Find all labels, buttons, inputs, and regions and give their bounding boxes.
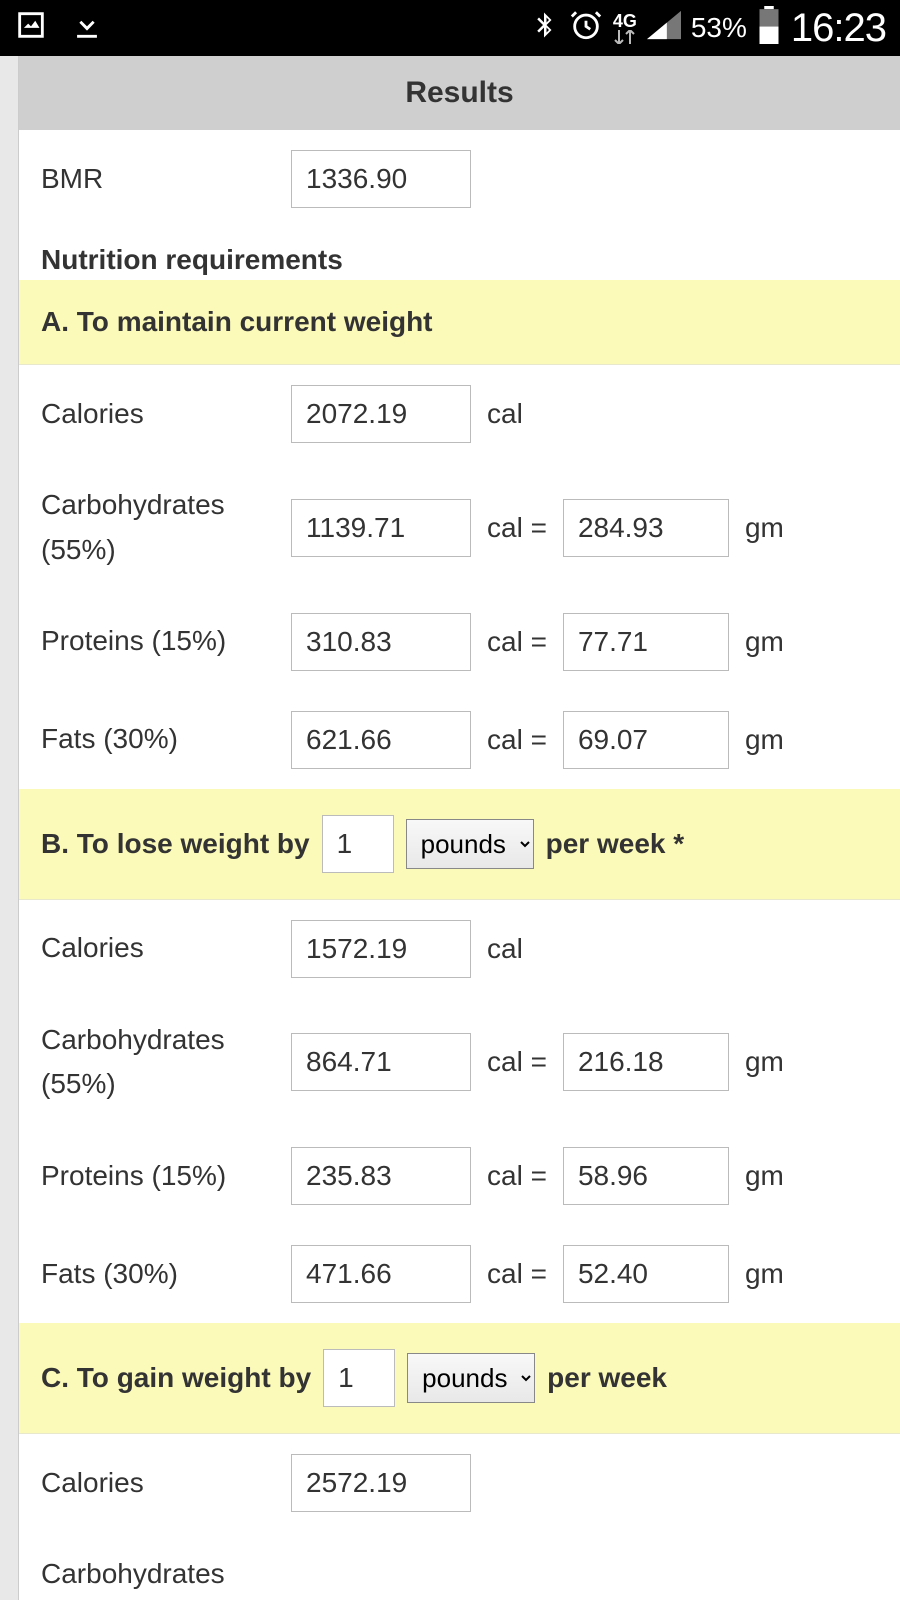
b-calories-row: Calories cal [41,900,900,998]
cal-eq-unit: cal = [481,626,553,658]
a-fats-label: Fats (30%) [41,717,281,762]
section-c-title: C. To gain weight by [41,1362,311,1394]
per-week-label: per week [547,1362,667,1394]
b-carbs-gm-input[interactable] [563,1033,729,1091]
a-fats-gm-input[interactable] [563,711,729,769]
a-carbs-row: Carbohydrates (55%) cal = gm [41,463,900,593]
a-fats-row: Fats (30%) cal = gm [41,691,900,789]
bmr-value-input[interactable] [291,150,471,208]
c-calories-row: Calories [41,1434,900,1532]
b-amount-input[interactable] [322,815,394,873]
b-proteins-gm-input[interactable] [563,1147,729,1205]
a-proteins-gm-input[interactable] [563,613,729,671]
a-proteins-cal-input[interactable] [291,613,471,671]
b-carbs-cal-input[interactable] [291,1033,471,1091]
a-carbs-gm-input[interactable] [563,499,729,557]
per-week-star-label: per week * [546,828,685,860]
b-fats-gm-input[interactable] [563,1245,729,1303]
bmr-label: BMR [41,157,281,202]
gm-unit: gm [739,626,790,658]
cal-unit: cal [481,933,529,965]
cal-eq-unit: cal = [481,724,553,756]
a-calories-row: Calories cal [41,365,900,463]
c-calories-label: Calories [41,1461,281,1506]
b-carbs-label: Carbohydrates (55%) [41,1018,281,1108]
clock-time: 16:23 [791,6,886,51]
status-right-icons: 4G 53% 16:23 [529,6,886,51]
a-carbs-cal-input[interactable] [291,499,471,557]
b-proteins-row: Proteins (15%) cal = gm [41,1127,900,1225]
signal-icon [647,10,681,47]
b-carbs-row: Carbohydrates (55%) cal = gm [41,998,900,1128]
section-c-bar: C. To gain weight by pounds per week [19,1323,900,1434]
gm-unit: gm [739,724,790,756]
b-fats-row: Fats (30%) cal = gm [41,1225,900,1323]
section-b-title: B. To lose weight by [41,828,310,860]
battery-icon [757,6,781,51]
b-proteins-label: Proteins (15%) [41,1154,281,1199]
gm-unit: gm [739,1160,790,1192]
image-icon [14,8,48,49]
section-b-bar: B. To lose weight by pounds per week * [19,789,900,900]
bluetooth-icon [529,8,559,49]
android-status-bar: 4G 53% 16:23 [0,0,900,56]
cal-eq-unit: cal = [481,1046,553,1078]
gm-unit: gm [739,1258,790,1290]
cal-eq-unit: cal = [481,512,553,544]
battery-percent: 53% [691,12,747,44]
b-calories-label: Calories [41,926,281,971]
c-carbs-label: Carbohydrates [41,1552,281,1597]
c-amount-input[interactable] [323,1349,395,1407]
c-calories-input[interactable] [291,1454,471,1512]
nutrition-header: Nutrition requirements [41,228,900,280]
cal-eq-unit: cal = [481,1160,553,1192]
bmr-row: BMR [41,130,900,228]
b-fats-cal-input[interactable] [291,1245,471,1303]
gm-unit: gm [739,512,790,544]
page-container[interactable]: Results BMR Nutrition requirements A. To… [0,56,900,1600]
c-carbs-row: Carbohydrates [41,1532,900,1597]
b-fats-label: Fats (30%) [41,1252,281,1297]
gm-unit: gm [739,1046,790,1078]
a-fats-cal-input[interactable] [291,711,471,769]
section-a-title: A. To maintain current weight [41,306,433,338]
cal-unit: cal [481,398,529,430]
a-proteins-label: Proteins (15%) [41,619,281,664]
b-calories-input[interactable] [291,920,471,978]
a-calories-label: Calories [41,392,281,437]
b-unit-select[interactable]: pounds [406,819,534,869]
status-left-icons [14,8,104,49]
content-panel: Results BMR Nutrition requirements A. To… [18,56,900,1600]
b-proteins-cal-input[interactable] [291,1147,471,1205]
cal-eq-unit: cal = [481,1258,553,1290]
c-unit-select[interactable]: pounds [407,1353,535,1403]
section-a-bar: A. To maintain current weight [19,280,900,365]
a-proteins-row: Proteins (15%) cal = gm [41,593,900,691]
download-icon [70,8,104,49]
a-carbs-label: Carbohydrates (55%) [41,483,281,573]
results-header: Results [19,56,900,130]
alarm-icon [569,8,603,49]
a-calories-input[interactable] [291,385,471,443]
network-4g-icon: 4G [613,12,637,44]
